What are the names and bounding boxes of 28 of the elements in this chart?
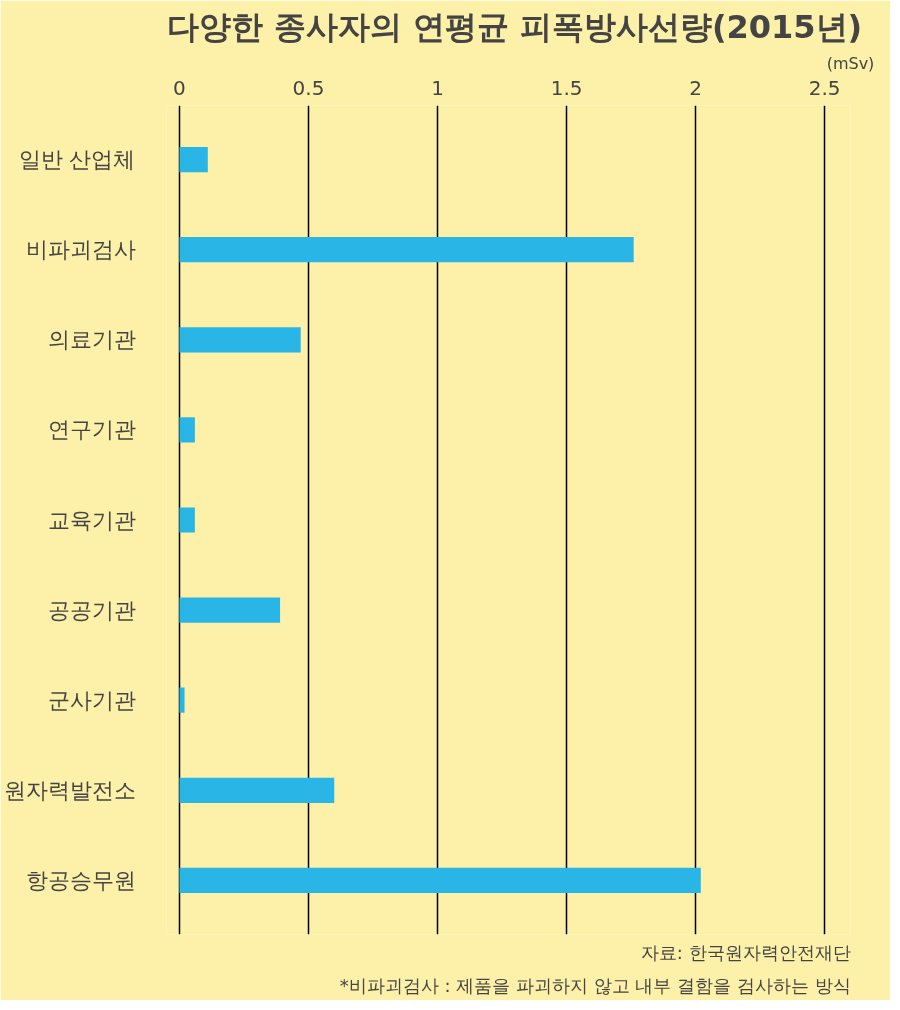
y-tick-label: 원자력발전소 xyxy=(3,777,136,803)
bar xyxy=(179,417,195,443)
y-tick-label: 의료기관 xyxy=(47,327,136,353)
y-tick-label: 군사기관 xyxy=(47,687,136,713)
x-axis-title: (mSv) xyxy=(826,53,875,73)
bar xyxy=(179,687,185,713)
bar xyxy=(179,507,195,533)
x-tick-label: 2.5 xyxy=(808,75,841,100)
y-tick-label: 연구기관 xyxy=(47,417,136,443)
bar xyxy=(179,146,208,173)
y-tick-label: 비파괴검사 xyxy=(25,237,136,263)
bar xyxy=(179,867,701,894)
bar xyxy=(179,327,301,353)
y-tick-label: 교육기관 xyxy=(47,507,136,533)
bar xyxy=(179,777,335,803)
text: 자료: 한국원자력안전재단 xyxy=(640,941,851,963)
x-tick-label: 0 xyxy=(173,75,186,100)
bar xyxy=(179,597,281,623)
chart-title: 다양한 종사자의 연평균 피폭방사선량(2015년) xyxy=(166,7,863,46)
x-tick-label: 1 xyxy=(431,75,444,100)
y-tick-label: 일반 산업체 xyxy=(18,147,136,173)
y-tick-label: 항공승무원 xyxy=(25,867,136,893)
text: *비파괴검사 : 제품을 파괴하지 않고 내부 결함을 검사하는 방식 xyxy=(339,974,851,996)
x-tick-label: 1.5 xyxy=(550,75,583,100)
y-tick-label: 공공기관 xyxy=(47,597,136,623)
bar xyxy=(179,237,634,263)
x-tick-label: 2 xyxy=(689,75,702,100)
x-tick-label: 0.5 xyxy=(292,75,325,100)
